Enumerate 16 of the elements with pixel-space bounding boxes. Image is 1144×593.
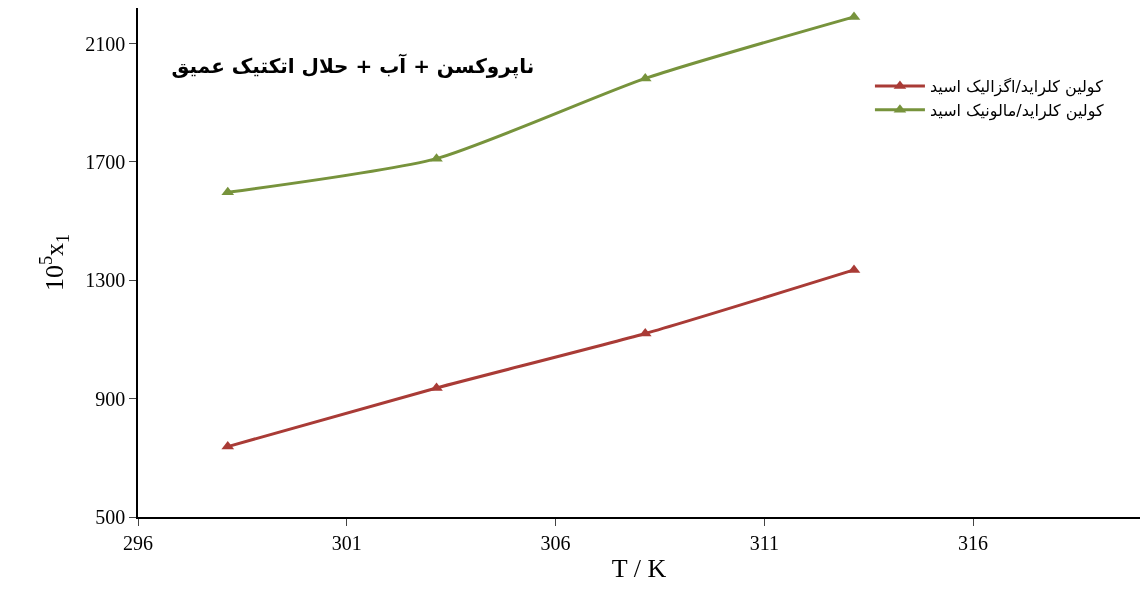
x-tick-label: 296 xyxy=(123,531,153,554)
y-tick-label: 2100 xyxy=(85,32,126,55)
legend-label: کولین کلراید/مالونیک اسید xyxy=(929,101,1104,122)
x-tick-label: 311 xyxy=(749,531,779,554)
y-tick-label: 500 xyxy=(95,506,126,528)
x-tick-label: 306 xyxy=(540,531,571,554)
y-tick-label: 1700 xyxy=(85,150,126,173)
x-tick-label: 301 xyxy=(331,531,362,554)
y-tick-label: 1300 xyxy=(85,269,126,292)
point xyxy=(221,186,235,196)
legend-label: کولین کلراید/اگزالیک اسید xyxy=(929,77,1104,98)
x-axis-title: T / K xyxy=(611,553,667,583)
point xyxy=(638,72,652,82)
y-tick-label: 900 xyxy=(95,387,126,410)
x-tick-label: 316 xyxy=(958,531,988,554)
text: ناپروکسن + آب + حلال اتکتیک عمیق xyxy=(171,53,535,80)
